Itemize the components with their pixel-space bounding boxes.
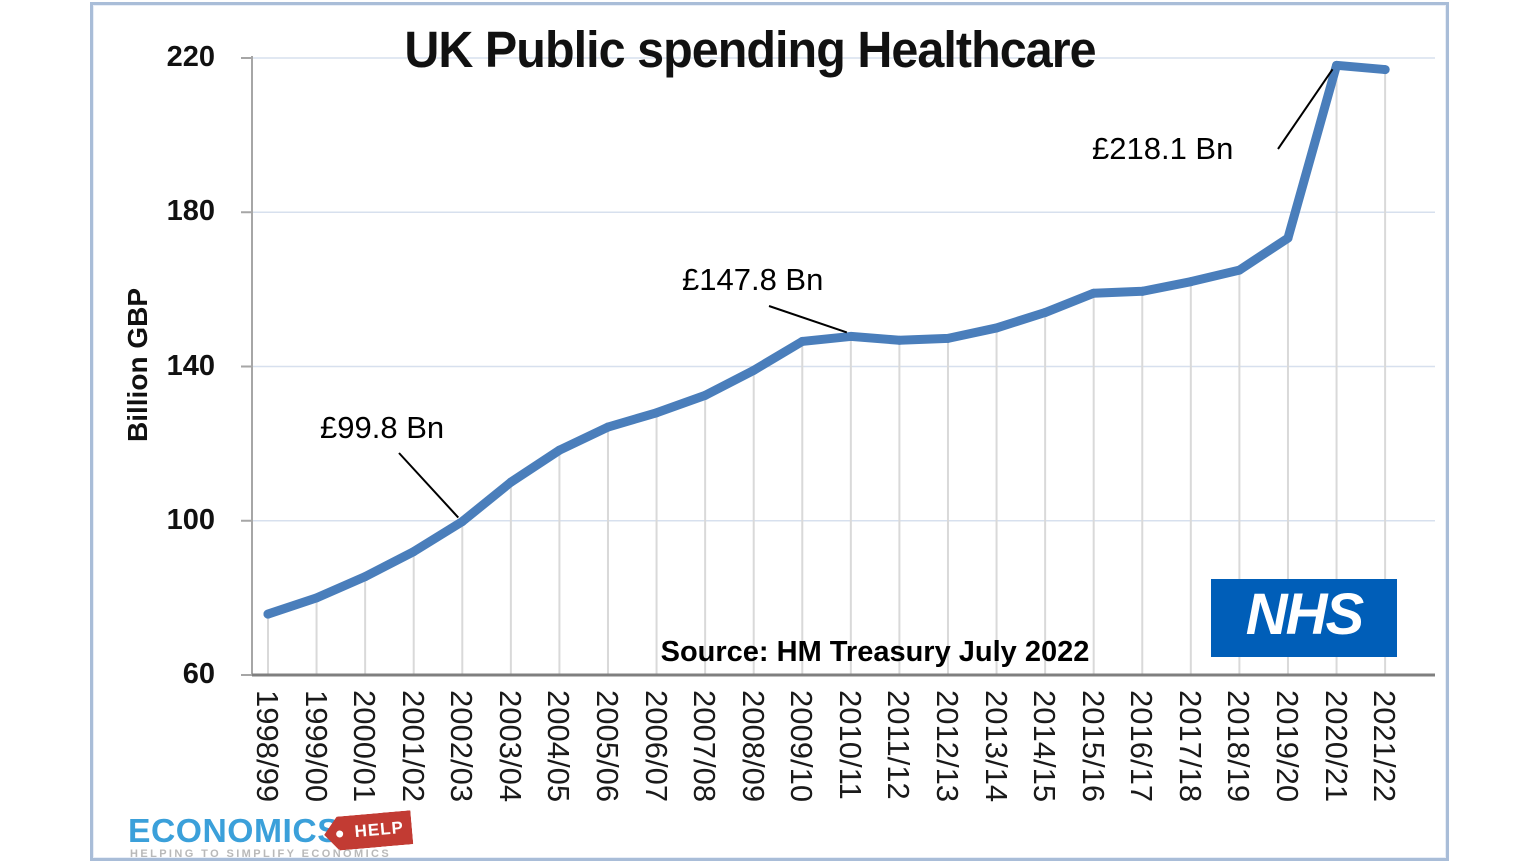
x-tick-label: 2019/20 (1269, 690, 1305, 803)
y-tick-label: 180 (166, 195, 215, 228)
x-tick-label: 2004/05 (541, 690, 577, 803)
help-tag-text: HELP (353, 817, 405, 842)
x-tick-label: 2020/21 (1318, 690, 1354, 803)
x-tick-label: 2011/12 (881, 690, 917, 800)
x-tick-label: 2000/01 (347, 690, 383, 803)
x-tick-label: 2008/09 (735, 690, 771, 803)
annotation-label: £218.1 Bn (1092, 131, 1234, 166)
x-tick-label: 2017/18 (1172, 690, 1208, 803)
tag-hole-icon (336, 830, 344, 838)
y-tick-label: 100 (166, 503, 215, 536)
x-tick-label: 2014/15 (1027, 690, 1063, 803)
source-note: Source: HM Treasury July 2022 (660, 636, 1090, 668)
y-tick-label: 140 (166, 349, 215, 382)
x-tick-label: 2010/11 (832, 690, 868, 800)
y-tick-label: 60 (182, 658, 215, 690)
y-tick-label: 220 (166, 41, 215, 73)
chart-title: UK Public spending Healthcare (404, 21, 1096, 78)
x-tick-label: 1998/99 (250, 690, 285, 803)
x-tick-label: 2001/02 (395, 690, 431, 803)
x-tick-label: 2016/17 (1124, 690, 1160, 803)
economics-help-tagline: HELPING TO SIMPLIFY ECONOMICS (130, 848, 392, 860)
chart-frame-border (90, 2, 1449, 861)
x-tick-label: 1999/00 (298, 690, 334, 803)
x-tick-label: 2007/08 (687, 690, 723, 803)
x-tick-label: 2002/03 (444, 690, 480, 803)
x-tick-label: 2006/07 (638, 690, 674, 803)
x-tick-label: 2009/10 (784, 690, 820, 803)
annotation-label: £99.8 Bn (320, 410, 445, 445)
annotation-label: £147.8 Bn (682, 262, 824, 297)
x-tick-label: 2018/19 (1221, 690, 1257, 803)
x-tick-label: 2005/06 (589, 690, 625, 803)
x-tick-label: 2015/16 (1075, 690, 1111, 803)
economics-help-wordmark: ECONOMICS (128, 812, 341, 849)
nhs-logo-text: NHS (1245, 582, 1364, 647)
x-tick-label: 2013/14 (978, 690, 1014, 803)
economics-help-logo: ECONOMICS HELP HELPING TO SIMPLIFY ECONO… (128, 810, 438, 860)
x-tick-label: 2003/04 (492, 690, 528, 803)
x-tick-label: 2012/13 (929, 690, 965, 803)
nhs-logo: NHS (1211, 579, 1397, 657)
x-tick-label: 2021/22 (1367, 690, 1403, 803)
